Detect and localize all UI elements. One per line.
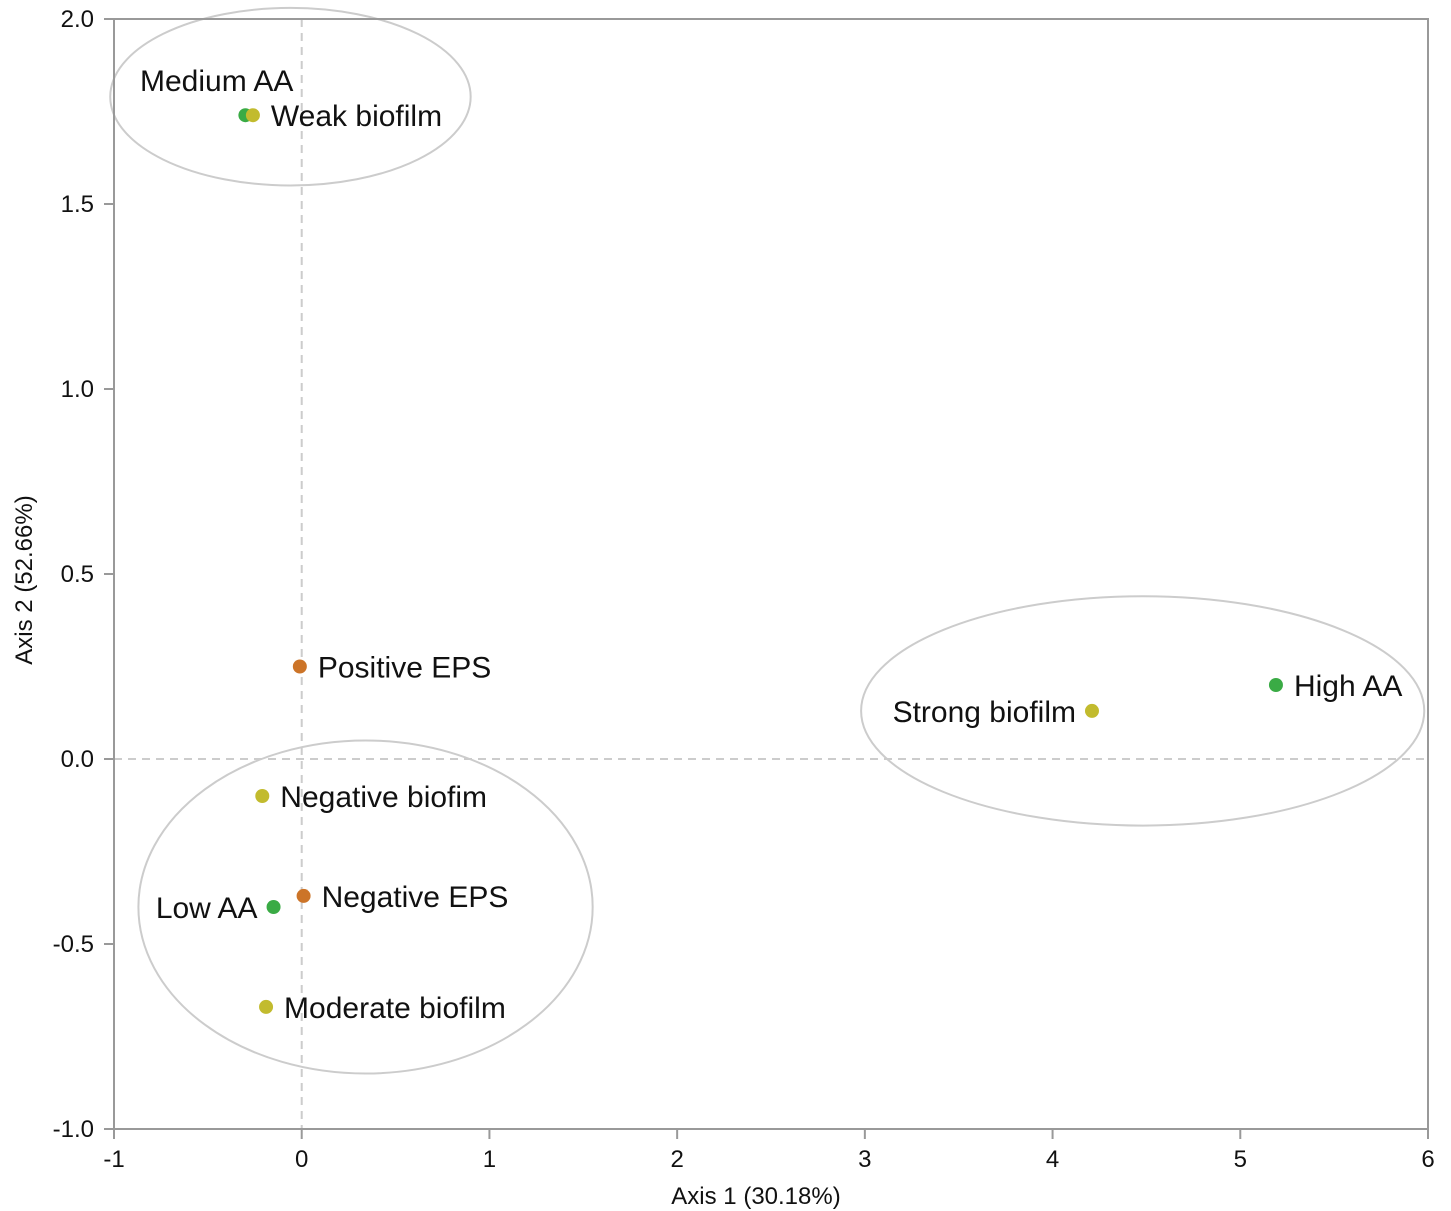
x-tick-label: 4 <box>1046 1146 1059 1173</box>
point-label-positive-eps: Positive EPS <box>318 652 491 685</box>
point-label-weak-biofilm: Weak biofilm <box>271 100 442 133</box>
point-label-low-aa: Low AA <box>156 892 258 925</box>
x-axis: -1 0 1 2 3 4 5 6 <box>103 1129 1435 1173</box>
point-label-strong-biofilm: Strong biofilm <box>893 696 1076 729</box>
reference-lines <box>114 19 1428 1129</box>
y-tick-label: 1.5 <box>61 191 94 218</box>
cluster-ellipse-2 <box>137 739 594 1075</box>
y-tick-label: 2.0 <box>61 6 94 33</box>
y-tick-label: -0.5 <box>53 931 94 958</box>
y-tick-label: 0.0 <box>61 746 94 773</box>
x-tick-label: 3 <box>858 1146 871 1173</box>
x-axis-title: Axis 1 (30.18%) <box>671 1183 840 1210</box>
point-label-moderate-biofilm: Moderate biofilm <box>284 992 506 1025</box>
cluster-ellipse-1 <box>109 6 472 187</box>
x-tick-label: 2 <box>670 1146 683 1173</box>
y-tick-label: 1.0 <box>61 376 94 403</box>
x-tick-label: 5 <box>1234 1146 1247 1173</box>
point-positive-eps <box>292 659 307 674</box>
point-weak-biofilm <box>245 108 260 123</box>
point-low-aa <box>266 900 281 914</box>
x-tick-label: -1 <box>103 1146 124 1173</box>
point-strong-biofilm <box>1084 703 1099 718</box>
point-label-high-aa: High AA <box>1294 670 1402 703</box>
y-axis-title: Axis 2 (52.66%) <box>11 495 38 664</box>
point-moderate-biofilm <box>259 999 274 1014</box>
point-label-medium-aa: Medium AA <box>140 65 293 98</box>
cluster-ellipse-3 <box>860 595 1426 827</box>
point-label-negative-biofim: Negative biofim <box>280 781 487 814</box>
cluster-ellipses <box>109 6 1426 1075</box>
x-tick-label: 1 <box>483 1146 496 1173</box>
x-tick-label: 0 <box>295 1146 308 1173</box>
y-tick-label: 0.5 <box>61 561 94 588</box>
y-axis: -1.0 -0.5 0.0 0.5 1.0 1.5 2.0 <box>53 6 114 1143</box>
point-negative-biofim <box>255 789 270 803</box>
point-label-negative-eps: Negative EPS <box>322 881 509 914</box>
x-tick-label: 6 <box>1421 1146 1434 1173</box>
point-negative-eps <box>296 888 311 903</box>
point-high-aa <box>1268 678 1283 692</box>
y-tick-label: -1.0 <box>53 1116 94 1143</box>
